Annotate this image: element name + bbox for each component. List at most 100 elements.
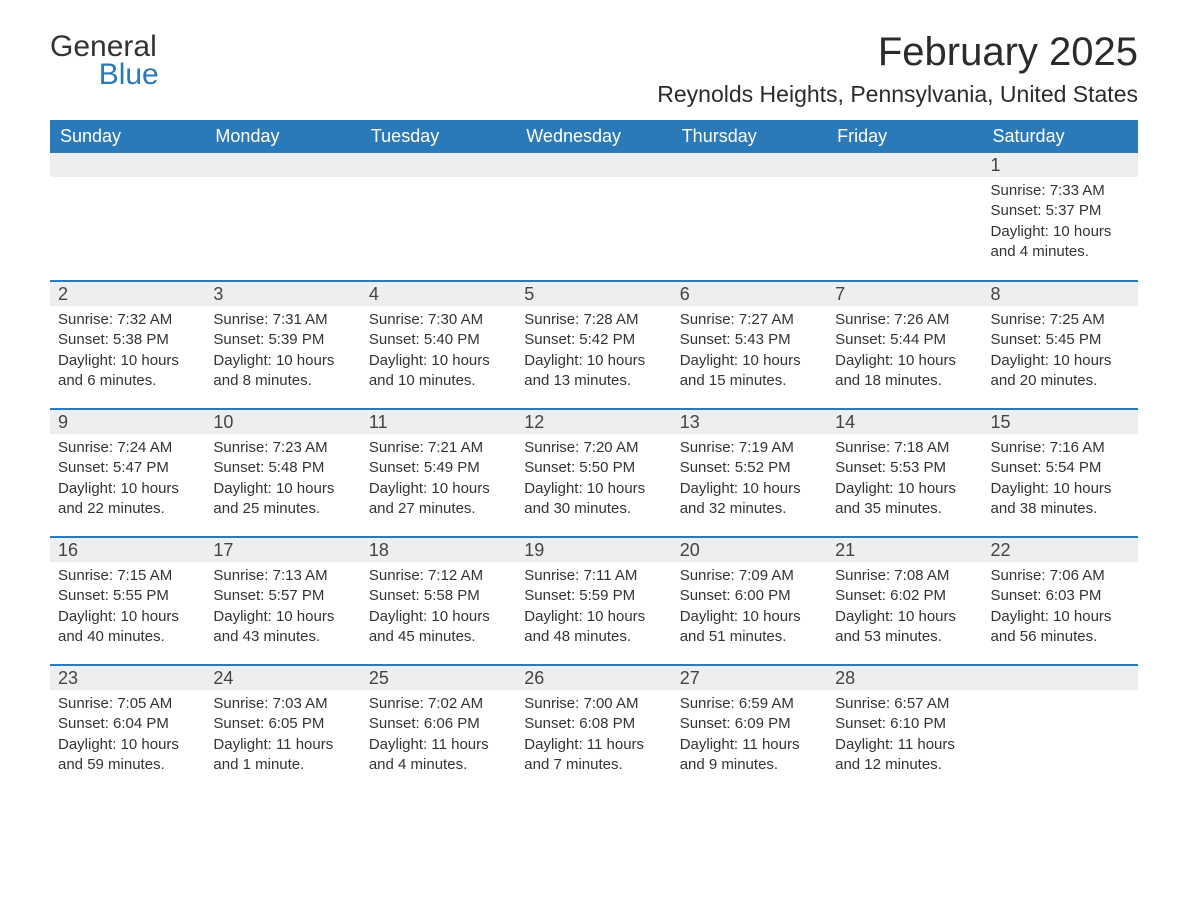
calendar-cell: 26Sunrise: 7:00 AMSunset: 6:08 PMDayligh… [516,665,671,793]
sunset-text: Sunset: 5:57 PM [213,586,352,606]
day-content: Sunrise: 7:30 AMSunset: 5:40 PMDaylight:… [361,306,516,405]
calendar-cell: 6Sunrise: 7:27 AMSunset: 5:43 PMDaylight… [672,281,827,409]
daylight-text: Daylight: 10 hours and 51 minutes. [680,607,819,648]
daylight-text: Daylight: 10 hours and 18 minutes. [835,351,974,392]
day-number [361,153,516,177]
calendar-cell: 28Sunrise: 6:57 AMSunset: 6:10 PMDayligh… [827,665,982,793]
day-number: 13 [672,410,827,434]
header: General Blue February 2025 Reynolds Heig… [50,30,1138,116]
day-content: Sunrise: 7:25 AMSunset: 5:45 PMDaylight:… [983,306,1138,405]
sunrise-text: Sunrise: 7:21 AM [369,438,508,458]
daylight-text: Daylight: 10 hours and 25 minutes. [213,479,352,520]
calendar-cell [983,665,1138,793]
sunrise-text: Sunrise: 7:27 AM [680,310,819,330]
daylight-text: Daylight: 10 hours and 6 minutes. [58,351,197,392]
sunset-text: Sunset: 5:39 PM [213,330,352,350]
sunset-text: Sunset: 5:59 PM [524,586,663,606]
daylight-text: Daylight: 11 hours and 1 minute. [213,735,352,776]
sunset-text: Sunset: 6:02 PM [835,586,974,606]
calendar-cell: 23Sunrise: 7:05 AMSunset: 6:04 PMDayligh… [50,665,205,793]
sunset-text: Sunset: 5:58 PM [369,586,508,606]
calendar-week: 9Sunrise: 7:24 AMSunset: 5:47 PMDaylight… [50,409,1138,537]
day-number: 18 [361,538,516,562]
day-content: Sunrise: 7:33 AMSunset: 5:37 PMDaylight:… [983,177,1138,276]
sunset-text: Sunset: 5:48 PM [213,458,352,478]
sunset-text: Sunset: 5:43 PM [680,330,819,350]
calendar-cell: 5Sunrise: 7:28 AMSunset: 5:42 PMDaylight… [516,281,671,409]
daylight-text: Daylight: 10 hours and 22 minutes. [58,479,197,520]
sunrise-text: Sunrise: 7:13 AM [213,566,352,586]
daylight-text: Daylight: 10 hours and 59 minutes. [58,735,197,776]
sunrise-text: Sunrise: 7:15 AM [58,566,197,586]
day-content: Sunrise: 7:16 AMSunset: 5:54 PMDaylight:… [983,434,1138,533]
day-number [516,153,671,177]
daylight-text: Daylight: 10 hours and 10 minutes. [369,351,508,392]
sunrise-text: Sunrise: 7:24 AM [58,438,197,458]
day-number: 1 [983,153,1138,177]
sunset-text: Sunset: 5:40 PM [369,330,508,350]
sunrise-text: Sunrise: 7:30 AM [369,310,508,330]
sunset-text: Sunset: 5:44 PM [835,330,974,350]
day-number [983,666,1138,690]
daylight-text: Daylight: 10 hours and 53 minutes. [835,607,974,648]
weekday-header: Monday [205,120,360,153]
day-content: Sunrise: 7:05 AMSunset: 6:04 PMDaylight:… [50,690,205,789]
sunrise-text: Sunrise: 7:20 AM [524,438,663,458]
day-number: 5 [516,282,671,306]
title-block: February 2025 Reynolds Heights, Pennsylv… [657,30,1138,116]
calendar-cell: 27Sunrise: 6:59 AMSunset: 6:09 PMDayligh… [672,665,827,793]
calendar-week: 2Sunrise: 7:32 AMSunset: 5:38 PMDaylight… [50,281,1138,409]
sunrise-text: Sunrise: 7:31 AM [213,310,352,330]
daylight-text: Daylight: 11 hours and 9 minutes. [680,735,819,776]
calendar-cell: 13Sunrise: 7:19 AMSunset: 5:52 PMDayligh… [672,409,827,537]
day-content: Sunrise: 7:00 AMSunset: 6:08 PMDaylight:… [516,690,671,789]
day-content: Sunrise: 6:57 AMSunset: 6:10 PMDaylight:… [827,690,982,789]
sunrise-text: Sunrise: 7:16 AM [991,438,1130,458]
day-number: 21 [827,538,982,562]
calendar-cell: 20Sunrise: 7:09 AMSunset: 6:00 PMDayligh… [672,537,827,665]
day-number: 2 [50,282,205,306]
daylight-text: Daylight: 10 hours and 30 minutes. [524,479,663,520]
sunset-text: Sunset: 5:47 PM [58,458,197,478]
day-number: 26 [516,666,671,690]
calendar-cell: 17Sunrise: 7:13 AMSunset: 5:57 PMDayligh… [205,537,360,665]
daylight-text: Daylight: 10 hours and 45 minutes. [369,607,508,648]
day-number [827,153,982,177]
page-title: February 2025 [657,30,1138,75]
calendar-cell [827,153,982,281]
sunset-text: Sunset: 6:05 PM [213,714,352,734]
sunrise-text: Sunrise: 7:18 AM [835,438,974,458]
daylight-text: Daylight: 10 hours and 48 minutes. [524,607,663,648]
sunset-text: Sunset: 5:45 PM [991,330,1130,350]
sunrise-text: Sunrise: 7:09 AM [680,566,819,586]
calendar-cell [672,153,827,281]
calendar-cell [361,153,516,281]
day-number: 8 [983,282,1138,306]
day-content: Sunrise: 7:09 AMSunset: 6:00 PMDaylight:… [672,562,827,661]
daylight-text: Daylight: 11 hours and 12 minutes. [835,735,974,776]
calendar-week: 16Sunrise: 7:15 AMSunset: 5:55 PMDayligh… [50,537,1138,665]
daylight-text: Daylight: 10 hours and 32 minutes. [680,479,819,520]
sunset-text: Sunset: 6:09 PM [680,714,819,734]
day-number: 23 [50,666,205,690]
weekday-header: Sunday [50,120,205,153]
sunrise-text: Sunrise: 6:57 AM [835,694,974,714]
daylight-text: Daylight: 10 hours and 4 minutes. [991,222,1130,263]
sunset-text: Sunset: 5:37 PM [991,201,1130,221]
calendar-cell: 15Sunrise: 7:16 AMSunset: 5:54 PMDayligh… [983,409,1138,537]
day-number: 6 [672,282,827,306]
calendar-body: 1Sunrise: 7:33 AMSunset: 5:37 PMDaylight… [50,153,1138,793]
sunrise-text: Sunrise: 7:06 AM [991,566,1130,586]
daylight-text: Daylight: 10 hours and 20 minutes. [991,351,1130,392]
day-number: 11 [361,410,516,434]
daylight-text: Daylight: 10 hours and 56 minutes. [991,607,1130,648]
day-content: Sunrise: 7:18 AMSunset: 5:53 PMDaylight:… [827,434,982,533]
daylight-text: Daylight: 11 hours and 4 minutes. [369,735,508,776]
day-number: 27 [672,666,827,690]
location-text: Reynolds Heights, Pennsylvania, United S… [657,81,1138,108]
day-number: 20 [672,538,827,562]
day-number [672,153,827,177]
day-number [205,153,360,177]
weekday-header: Thursday [672,120,827,153]
calendar-week: 1Sunrise: 7:33 AMSunset: 5:37 PMDaylight… [50,153,1138,281]
